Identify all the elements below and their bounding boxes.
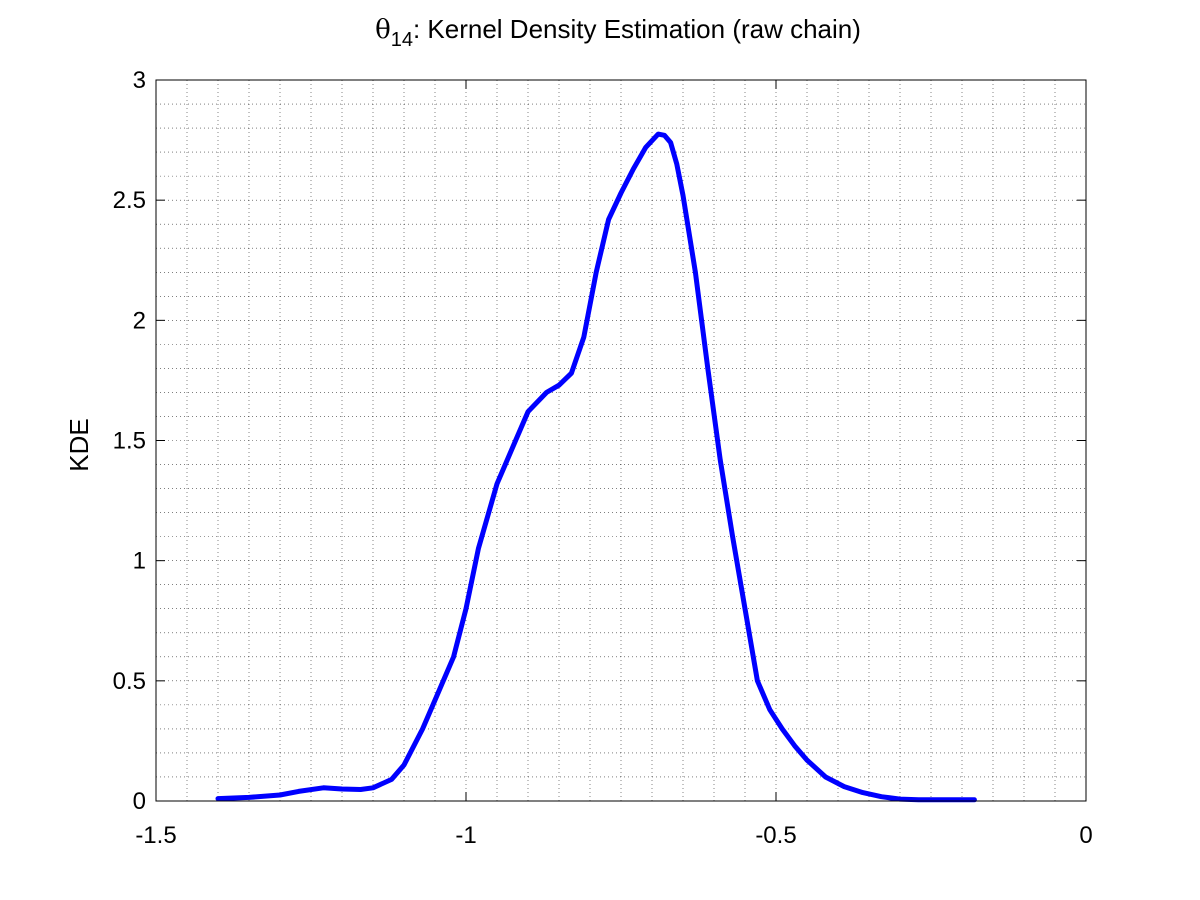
title-text: : Kernel Density Estimation (raw chain) <box>413 14 861 44</box>
chart-title: θ14: Kernel Density Estimation (raw chai… <box>375 14 861 51</box>
y-axis-label: KDE <box>64 418 94 471</box>
x-tick-label: -1.5 <box>135 822 176 849</box>
y-tick-label: 3 <box>133 67 146 94</box>
x-tick-label: 0 <box>1079 822 1092 849</box>
x-tick-label: -0.5 <box>755 822 796 849</box>
y-tick-label: 2 <box>133 307 146 334</box>
y-tick-label: 1 <box>133 548 146 575</box>
y-tick-label: 2.5 <box>113 187 146 214</box>
grid-lines <box>156 80 1086 801</box>
title-symbol: θ <box>375 15 391 45</box>
x-tick-label: -1 <box>455 822 476 849</box>
title-subscript: 14 <box>391 29 413 51</box>
y-tick-label: 1.5 <box>113 428 146 455</box>
y-tick-label: 0 <box>133 788 146 815</box>
axis-ticks: -1.5 -1 -0.5 0 0 0.5 1 1.5 2 2.5 3 <box>113 67 1093 849</box>
y-tick-label: 0.5 <box>113 668 146 695</box>
series-layer <box>215 131 977 803</box>
kde-series-line <box>215 131 977 803</box>
